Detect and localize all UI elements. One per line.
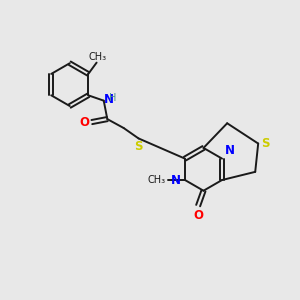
Text: N: N <box>224 144 234 157</box>
Text: S: S <box>261 137 270 150</box>
Text: H: H <box>109 93 116 103</box>
Text: N: N <box>171 173 181 187</box>
Text: S: S <box>134 140 142 154</box>
Text: O: O <box>193 208 203 222</box>
Text: CH₃: CH₃ <box>148 175 166 185</box>
Text: CH₃: CH₃ <box>88 52 106 62</box>
Text: N: N <box>104 93 114 106</box>
Text: O: O <box>80 116 89 129</box>
